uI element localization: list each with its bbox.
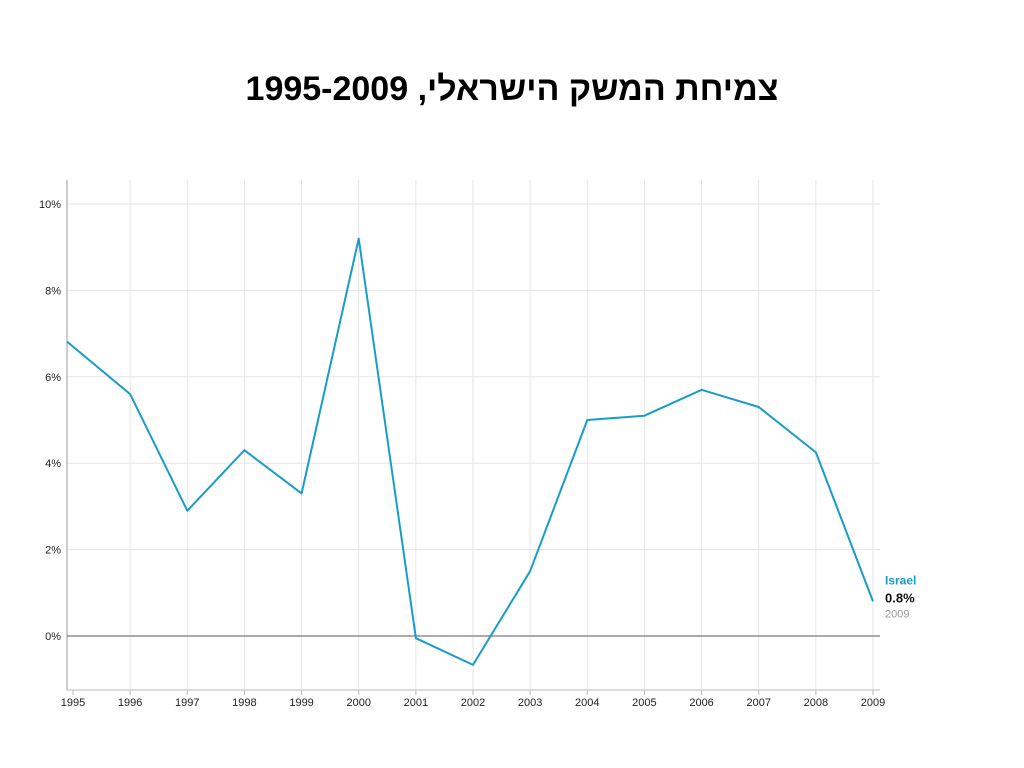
x-tick-label-2008: 2008 [804, 697, 828, 709]
end-label-value: 0.8% [885, 590, 915, 605]
y-tick-label-6: 6% [45, 372, 61, 384]
x-tick-label-2007: 2007 [746, 697, 770, 709]
y-tick-label-0: 0% [45, 631, 61, 643]
x-tick-label-2003: 2003 [518, 697, 542, 709]
chart-title: צמיחת המשק הישראלי, 1995-2009 [245, 70, 779, 108]
x-tick-label-2006: 2006 [689, 697, 713, 709]
end-label: Israel 0.8% 2009 [885, 573, 916, 620]
x-axis-tick-labels: 1995 1996 1997 1998 1999 2000 2001 2002 2003 2004… [61, 690, 885, 709]
x-tick-label-1998: 1998 [232, 697, 256, 709]
series-group [66, 237, 874, 666]
x-tick-label-2000: 2000 [346, 697, 370, 709]
y-tick-label-4: 4% [45, 458, 61, 470]
y-tick-label-10: 10% [39, 199, 61, 211]
y-tick-label-8: 8% [45, 285, 61, 297]
y-tick-label-2: 2% [45, 545, 61, 557]
horizontal-gridlines [67, 203, 880, 551]
series-line-israel [66, 237, 874, 666]
end-label-series-name: Israel [885, 573, 916, 587]
x-tick-label-1997: 1997 [175, 697, 199, 709]
vertical-gridlines [129, 180, 874, 690]
x-tick-label-2005: 2005 [632, 697, 656, 709]
x-tick-label-1999: 1999 [289, 697, 313, 709]
x-tick-label-1996: 1996 [118, 697, 142, 709]
end-label-year: 2009 [885, 608, 909, 620]
x-tick-label-1995: 1995 [61, 697, 85, 709]
y-axis-tick-labels: 0% 2% 4% 6% 8% 10% [39, 199, 61, 643]
x-tick-label-2001: 2001 [404, 697, 428, 709]
x-tick-label-2009: 2009 [861, 697, 885, 709]
x-tick-label-2002: 2002 [461, 697, 485, 709]
x-tick-label-2004: 2004 [575, 697, 599, 709]
